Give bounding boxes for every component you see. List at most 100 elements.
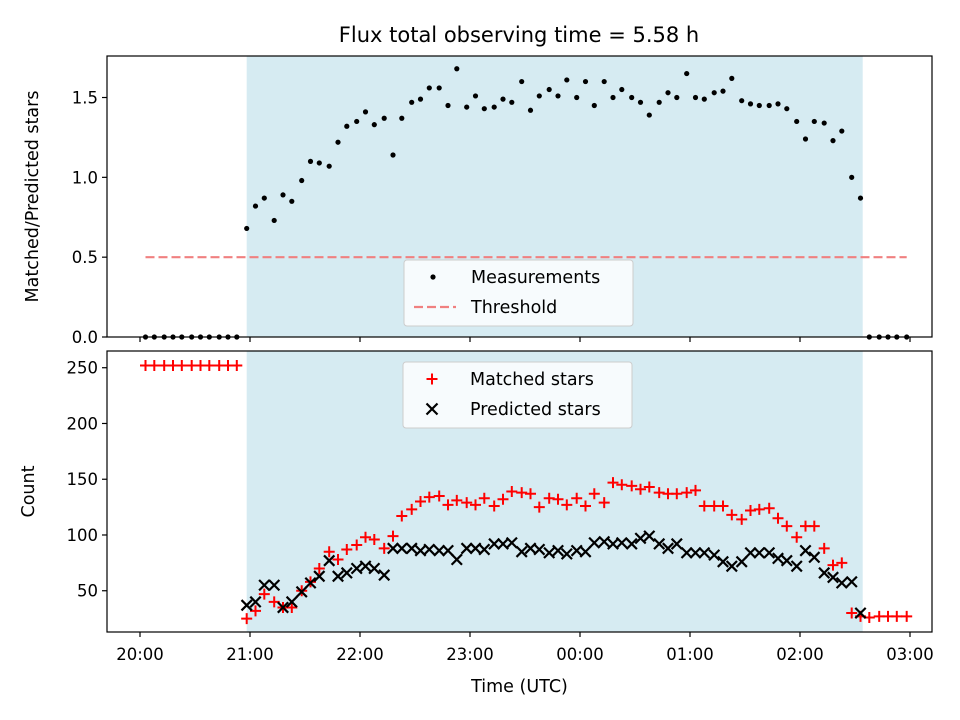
data-point-plus (176, 359, 188, 371)
x-tick-label: 03:00 (886, 645, 934, 664)
data-point-plus (616, 479, 628, 491)
data-point-plus (745, 504, 756, 516)
data-point-x (350, 562, 363, 575)
data-point-x (378, 569, 391, 582)
data-point (491, 104, 497, 110)
data-point-x (478, 543, 491, 556)
data-point-plus (891, 610, 903, 622)
data-point-plus (525, 488, 536, 500)
data-point-x (689, 546, 702, 559)
data-point (289, 198, 295, 204)
data-point-x (854, 607, 867, 620)
data-point-plus (478, 492, 490, 504)
data-point-x (598, 535, 611, 548)
data-point (811, 118, 817, 125)
data-point-plus (571, 492, 583, 504)
data-point-plus (241, 613, 253, 625)
data-point-plus (231, 359, 243, 371)
data-point (436, 85, 442, 91)
data-point-plus (846, 607, 858, 619)
data-point-plus (808, 520, 820, 532)
data-point (316, 160, 322, 166)
data-point-x (268, 579, 281, 592)
data-point-x (725, 560, 738, 573)
y-tick-label: 250 (67, 359, 99, 378)
y-tick-label: 50 (77, 582, 98, 601)
data-point-x (790, 560, 803, 573)
data-point-x (249, 595, 262, 608)
y-tick-label: 150 (67, 470, 99, 489)
data-point-plus (286, 601, 298, 613)
data-point (591, 102, 597, 109)
data-point-x (560, 547, 573, 560)
data-point-x (744, 546, 757, 559)
x-tick-label: 02:00 (776, 645, 824, 664)
data-point (656, 99, 662, 105)
data-point-plus (341, 543, 353, 555)
data-point-plus (451, 494, 463, 506)
data-point (509, 99, 515, 105)
bottom-panel-counts: 50 100 150 200 250 20:00 21:00 22:00 23:00 00:00 0… (19, 350, 934, 697)
data-point-x (708, 549, 721, 562)
data-point-x (488, 537, 501, 550)
data-point (399, 115, 405, 121)
data-point-x (780, 554, 793, 567)
series-measurements (142, 66, 910, 340)
x-tick-label: 21:00 (226, 645, 274, 664)
data-point-plus (396, 510, 408, 522)
data-point-plus (461, 497, 473, 509)
data-point-plus (690, 484, 701, 496)
data-point (472, 93, 479, 99)
data-point-plus (415, 496, 426, 508)
y-tick-label: 0.5 (72, 248, 98, 267)
y-axis-label: Count (19, 465, 39, 517)
data-point-plus (423, 491, 435, 503)
data-point-x (835, 576, 848, 589)
data-point-plus (698, 500, 710, 512)
data-point-plus (406, 503, 418, 515)
data-point (445, 102, 451, 109)
data-point-plus (901, 610, 913, 622)
data-point-plus (497, 493, 509, 505)
y-tick-label: 0.0 (72, 328, 98, 347)
data-point-x (543, 546, 556, 559)
data-point-x (304, 576, 317, 589)
data-point-x (405, 542, 418, 555)
data-point-x (387, 542, 399, 555)
data-point-x (460, 542, 473, 555)
data-point (527, 107, 534, 113)
data-point (629, 94, 635, 101)
data-point-plus (580, 500, 591, 512)
x-axis-label: Time (UTC) (470, 677, 568, 697)
legend-marker-matched (426, 373, 438, 385)
data-point (766, 102, 772, 109)
data-point (756, 102, 762, 109)
data-point-plus (332, 554, 344, 566)
data-point (244, 225, 250, 232)
data-point (692, 94, 699, 101)
data-point-x (670, 537, 683, 550)
axes-frame (106, 55, 933, 338)
legend-box (403, 259, 634, 327)
data-point-x (653, 537, 666, 550)
data-point-plus (772, 512, 784, 524)
x-tick-label: 23:00 (446, 645, 494, 664)
data-point (821, 120, 827, 126)
data-point (409, 99, 415, 105)
data-point (335, 139, 341, 145)
data-point (601, 78, 607, 85)
data-point (582, 78, 589, 85)
data-point-plus (323, 546, 335, 558)
data-point-plus (552, 493, 564, 505)
data-point (481, 106, 487, 112)
legend-box (402, 361, 633, 429)
data-point-plus (488, 500, 500, 512)
data-point (464, 104, 470, 110)
data-point-x (395, 542, 408, 555)
legend-label-predicted: Predicted stars (470, 400, 601, 420)
x-tick-label: 01:00 (666, 645, 714, 664)
data-point-plus (791, 531, 803, 543)
data-point (546, 86, 552, 93)
data-point-plus (588, 488, 600, 500)
data-point (500, 96, 506, 102)
